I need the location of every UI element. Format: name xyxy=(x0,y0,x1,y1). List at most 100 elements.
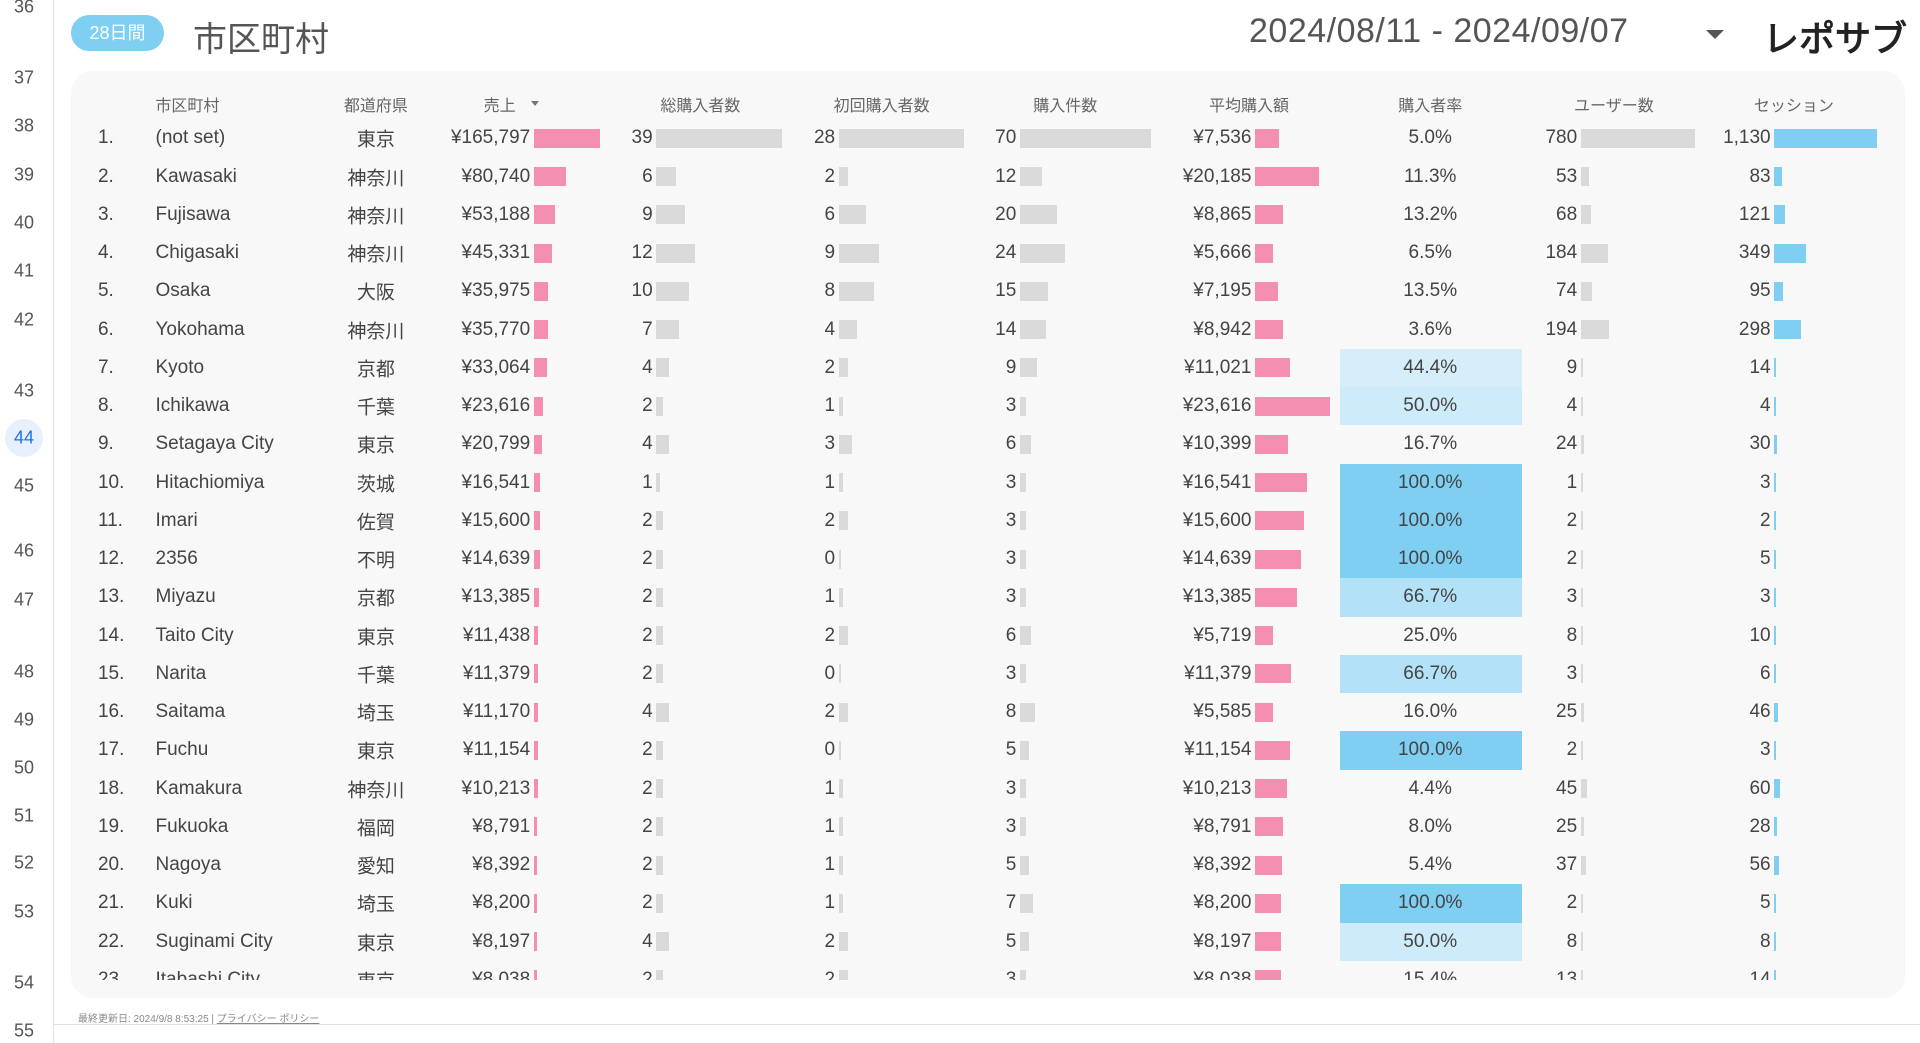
text-cell: 福岡 xyxy=(356,818,395,840)
value-cell: ¥16,541 xyxy=(461,471,531,493)
value-bar xyxy=(838,932,848,952)
value-bar xyxy=(838,511,848,531)
value-cell: ¥10,213 xyxy=(1182,777,1252,799)
value-bar xyxy=(1020,664,1026,684)
row-number: 53 xyxy=(13,901,35,922)
value-bar xyxy=(1255,664,1292,684)
text-cell: 京都 xyxy=(356,588,395,610)
value-cell: 121 xyxy=(1738,203,1771,225)
value-bar xyxy=(533,358,548,378)
value-bar xyxy=(656,243,696,263)
value-bar xyxy=(1020,779,1026,799)
value-cell: 1 xyxy=(824,854,836,876)
value-bar xyxy=(1580,167,1589,187)
value-bar xyxy=(1580,511,1583,531)
table-card xyxy=(71,71,1905,998)
text-cell: Fuchu xyxy=(155,739,209,761)
value-bar xyxy=(838,702,848,722)
value-cell: ¥10,399 xyxy=(1182,433,1252,455)
row-index: 3. xyxy=(97,203,114,225)
value-bar xyxy=(1255,434,1288,454)
value-cell: 6 xyxy=(1005,624,1017,646)
value-cell: 2 xyxy=(642,586,653,608)
value-bar xyxy=(656,320,679,340)
value-cell: 2 xyxy=(642,968,653,980)
value-bar xyxy=(656,893,663,913)
row-number: 39 xyxy=(13,164,35,185)
value-bar xyxy=(656,549,663,569)
row-index: 6. xyxy=(97,318,114,340)
rate-cell: 25.0% xyxy=(1403,624,1458,646)
value-cell: ¥5,666 xyxy=(1193,242,1252,264)
value-bar xyxy=(656,205,686,225)
text-cell: Kyoto xyxy=(155,356,205,378)
value-bar xyxy=(656,932,670,952)
value-bar xyxy=(1020,932,1030,952)
value-bar xyxy=(533,970,538,980)
value-cell: 8 xyxy=(824,280,836,302)
value-bar xyxy=(656,970,663,980)
row-number: 43 xyxy=(13,380,35,401)
value-cell: 5 xyxy=(1005,739,1017,761)
value-bar xyxy=(1774,281,1783,301)
row-index: 22. xyxy=(97,930,125,952)
rate-cell: 50.0% xyxy=(1403,395,1458,417)
rate-cell: 4.4% xyxy=(1408,777,1452,799)
value-cell: 2 xyxy=(642,777,653,799)
text-cell: Miyazu xyxy=(155,586,216,608)
value-cell: ¥8,791 xyxy=(472,815,531,837)
value-cell: 2 xyxy=(642,662,653,684)
text-cell: 東京 xyxy=(356,741,395,763)
value-cell: 2 xyxy=(642,624,653,646)
rate-cell: 66.7% xyxy=(1403,586,1458,608)
value-bar xyxy=(533,702,539,722)
value-bar xyxy=(838,740,841,760)
value-bar xyxy=(1255,970,1281,980)
rate-heat-cell xyxy=(1339,540,1523,579)
value-cell: 8 xyxy=(1005,701,1017,723)
sort-indicator[interactable] xyxy=(531,101,539,106)
text-cell: Kamakura xyxy=(155,777,243,799)
value-bar xyxy=(1020,511,1026,531)
row-number: 55 xyxy=(13,1020,35,1041)
value-cell: 6 xyxy=(824,203,836,225)
row-index: 13. xyxy=(97,586,125,608)
value-bar xyxy=(533,281,549,301)
column-header: 売上 xyxy=(483,98,516,116)
value-cell: 1 xyxy=(824,471,836,493)
value-bar xyxy=(533,740,539,760)
rate-heat-cell xyxy=(1339,654,1523,694)
value-cell: 2 xyxy=(1566,892,1578,914)
value-bar xyxy=(1580,587,1583,607)
value-cell: 5 xyxy=(1760,548,1771,570)
value-cell: ¥80,740 xyxy=(461,165,531,187)
value-cell: ¥33,064 xyxy=(461,356,531,378)
date-dropdown-arrow[interactable] xyxy=(1706,30,1724,39)
value-bar xyxy=(1255,511,1305,531)
text-cell: Nagoya xyxy=(155,854,222,876)
value-cell: 3 xyxy=(824,433,836,455)
value-cell: 4 xyxy=(642,930,653,952)
text-cell: 2356 xyxy=(155,548,198,570)
value-bar xyxy=(533,549,540,569)
date-range[interactable]: 2024/08/11 - 2024/09/07 xyxy=(1249,12,1629,50)
value-cell: 60 xyxy=(1749,777,1771,799)
text-cell: 愛知 xyxy=(356,856,395,878)
value-cell: 6 xyxy=(1005,433,1017,455)
value-cell: 70 xyxy=(995,127,1017,149)
value-bar xyxy=(838,128,964,148)
value-cell: 2 xyxy=(642,395,653,417)
privacy-link[interactable]: プライバシー ポリシー xyxy=(216,1014,320,1025)
value-bar xyxy=(1255,320,1284,340)
value-cell: 3 xyxy=(1005,815,1017,837)
value-cell: 9 xyxy=(642,203,653,225)
column-header: 市区町村 xyxy=(155,98,220,116)
text-cell: Itabashi City xyxy=(155,968,261,980)
period-badge[interactable]: 28日間 xyxy=(71,15,164,51)
value-cell: 349 xyxy=(1738,242,1771,264)
value-cell: ¥8,038 xyxy=(472,968,531,980)
value-bar xyxy=(533,205,556,225)
value-cell: 25 xyxy=(1556,815,1578,837)
value-cell: 2 xyxy=(1760,509,1771,531)
row-index: 12. xyxy=(97,548,125,570)
